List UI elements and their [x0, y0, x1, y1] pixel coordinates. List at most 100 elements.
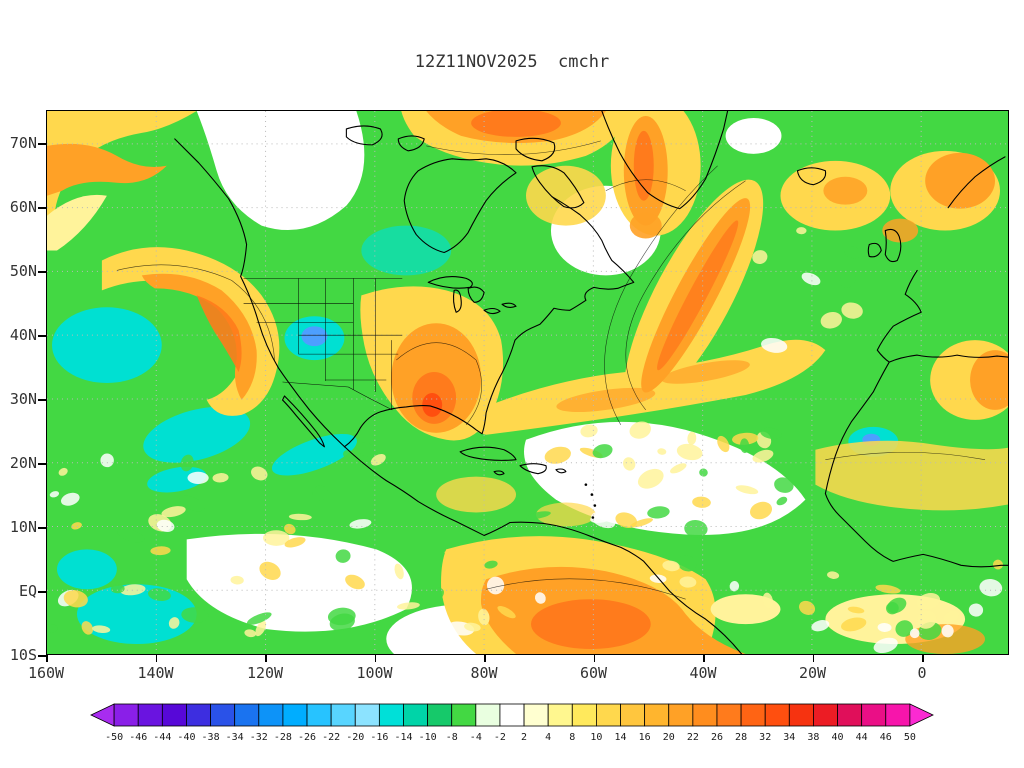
colorbar-segment: [620, 703, 646, 727]
mottle-dot: [909, 628, 920, 639]
mottle-dot: [662, 560, 680, 572]
colorbar-label: -32: [250, 732, 268, 743]
mottle-dot: [156, 519, 175, 533]
colorbar-segment: [595, 703, 621, 727]
mottle-dot: [288, 513, 312, 521]
mottle-dot: [827, 571, 840, 579]
mottle-dot: [355, 442, 378, 458]
mottle-dot: [58, 467, 68, 476]
mottle-dot: [979, 579, 1003, 597]
colorbar-label: 14: [614, 732, 626, 743]
mottle-dot: [735, 485, 759, 495]
lon-tick: [374, 655, 376, 662]
mottle-dot: [168, 617, 180, 629]
mottle-dot: [591, 512, 616, 529]
mottle-dot: [335, 549, 351, 563]
mottle-dot: [941, 624, 954, 638]
colorbar-label: 4: [545, 732, 551, 743]
lon-tick: [593, 655, 595, 662]
mottle-dot: [592, 444, 613, 459]
mottle-dot: [943, 610, 959, 623]
mottle-dot: [887, 597, 907, 614]
lon-tick: [155, 655, 157, 662]
colorbar-segment: [427, 703, 453, 727]
lat-label: 40N: [9, 326, 37, 344]
lat-label: 50N: [9, 262, 37, 280]
mottle-dot: [47, 623, 58, 633]
colorbar-segment: [258, 703, 284, 727]
mottle-dot: [820, 311, 842, 329]
colorbar-segment: [306, 703, 332, 727]
mottle-dot: [63, 590, 88, 608]
colorbar-segment: [837, 703, 863, 727]
mottle-dot: [750, 501, 773, 520]
mottle-dot: [762, 592, 774, 609]
lon-label: 40W: [689, 664, 717, 682]
mottle-dot: [259, 561, 281, 580]
mottle-dot: [181, 607, 209, 623]
colorbar-segment: [644, 703, 670, 727]
mottle-dot: [528, 545, 540, 553]
mottle-dot: [739, 438, 750, 454]
lon-label: 60W: [579, 664, 608, 682]
mottle-dot: [699, 468, 708, 477]
mottle-dot: [692, 496, 711, 508]
colorbar-label: -10: [419, 732, 437, 743]
map-area: [46, 110, 1009, 655]
mottle-dot: [544, 446, 571, 464]
colorbar-label: -38: [202, 732, 220, 743]
mottle-dot: [251, 466, 268, 481]
colorbar-segment: [861, 703, 887, 727]
mottle-dot: [49, 491, 60, 498]
lon-label: 140W: [137, 664, 174, 682]
mottle-dot: [847, 606, 865, 614]
colorbar-label: -50: [105, 732, 123, 743]
colorbar-segment: [330, 703, 356, 727]
mottle-dot: [397, 602, 420, 610]
lat-tick: [38, 335, 46, 337]
mottle-dot: [916, 593, 941, 610]
mottle-dot: [484, 547, 496, 557]
mottle-dot: [179, 495, 205, 512]
mottle-dot: [444, 550, 469, 560]
lon-tick: [46, 655, 48, 662]
colorbar-segment: [523, 703, 549, 727]
colorbar-legend: -50 -46 -44 -40 -38 -34 -32 -28 -26 -22 -20 -16 -14-…: [90, 703, 934, 753]
lat-tick: [38, 207, 46, 209]
mottle-dot: [464, 622, 481, 632]
mottle-dot: [676, 443, 703, 461]
mottle-dot: [844, 246, 862, 259]
mottle-dot: [752, 250, 768, 264]
colorbar-segment: [475, 703, 501, 727]
mottle-dot: [877, 622, 892, 632]
lat-tick: [38, 399, 46, 401]
mottle-dot: [147, 588, 171, 602]
colorbar-segment: [716, 703, 742, 727]
mottle-dot: [623, 457, 636, 471]
lon-label: 100W: [356, 664, 393, 682]
colorbar-segment: [499, 703, 525, 727]
colorbar-segment: [186, 703, 211, 727]
mottle-dot: [839, 270, 856, 288]
mottle-dot: [324, 565, 346, 578]
colorbar-label: -46: [129, 732, 147, 743]
lon-label: 80W: [470, 664, 498, 682]
mottle-dot: [580, 424, 598, 438]
mottle-dot: [284, 537, 306, 548]
mottle-dot: [657, 448, 667, 455]
mottle-dot: [717, 435, 730, 453]
colorbar-segment: [210, 703, 236, 727]
colorbar-label: 46: [880, 732, 892, 743]
colorbar-label: -20: [346, 732, 364, 743]
lat-tick: [38, 527, 46, 529]
mottle-dot: [799, 600, 816, 615]
colorbar-label: -2: [494, 732, 506, 743]
mottle-dot: [92, 625, 111, 634]
mottle-dot: [917, 610, 937, 629]
colorbar-left-arrow: [90, 703, 115, 727]
colorbar-segment: [378, 703, 404, 727]
lat-label: 20N: [9, 454, 37, 472]
colorbar-label: -14: [394, 732, 412, 743]
colorbar-segment: [354, 703, 380, 727]
mottle-dot: [177, 523, 187, 533]
